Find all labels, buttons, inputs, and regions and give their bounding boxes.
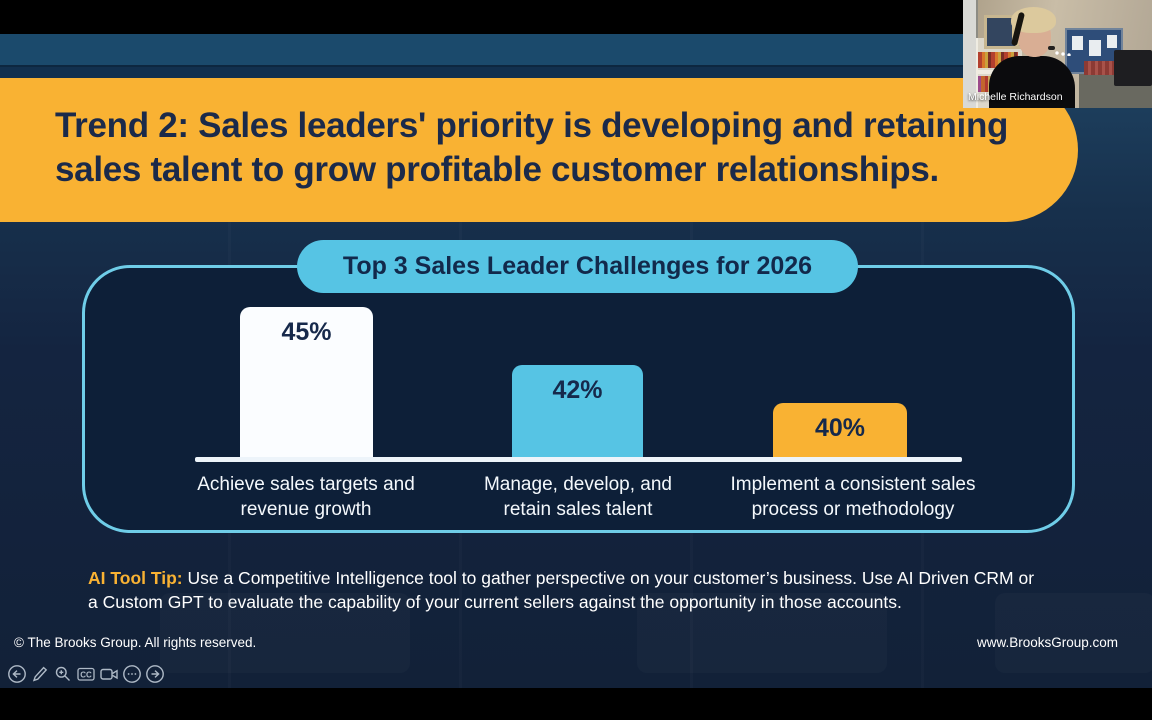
closed-captions-button[interactable]: CC: [75, 663, 97, 685]
zoom-magnifier-button[interactable]: [52, 663, 74, 685]
category-line: Implement a consistent sales: [730, 474, 976, 495]
webcam-name-label: Michelle Richardson: [968, 91, 1063, 103]
camera-button[interactable]: [98, 663, 120, 685]
next-slide-button[interactable]: [144, 663, 166, 685]
tip-line1: AI Tool Tip: Use a Competitive Intellige…: [88, 566, 1093, 590]
pen-annotate-button[interactable]: [29, 663, 51, 685]
magnifier-icon: [55, 666, 70, 681]
slide-title-line1: Trend 2: Sales leaders' priority is deve…: [55, 106, 1009, 145]
webcam-mic-highlight: [1055, 50, 1071, 56]
slide-title: Trend 2: Sales leaders' priority is deve…: [55, 104, 1055, 192]
webcam-person-body: [989, 56, 1075, 108]
presentation-toolbar: CC: [6, 663, 166, 685]
category-line: retain sales talent: [503, 499, 653, 520]
webcam-paper: [1107, 35, 1117, 48]
bar-value-label: 45%: [281, 318, 332, 346]
slide-top-band: [0, 34, 1152, 65]
webcam-binders: [1084, 61, 1114, 75]
next-arrow-icon: [146, 665, 164, 683]
pen-icon: [32, 666, 48, 682]
category-line: Manage, develop, and: [483, 474, 673, 495]
category-line: Achieve sales targets and: [197, 474, 415, 495]
webcam-paper: [1089, 40, 1101, 56]
chart-title-pill: Top 3 Sales Leader Challenges for 2026: [297, 240, 858, 293]
tip-line2: a Custom GPT to evaluate the capability …: [88, 590, 1093, 614]
bottom-letterbox-bar: [0, 688, 1152, 720]
copyright-text: © The Brooks Group. All rights reserved.: [14, 635, 257, 650]
category-line: revenue growth: [240, 499, 372, 520]
previous-slide-button[interactable]: [6, 663, 28, 685]
bar-value-label: 42%: [552, 376, 603, 404]
category-line: process or methodology: [751, 499, 955, 520]
bar-manage-develop-retain: 42%: [512, 365, 643, 457]
webcam-headset-mic: [1048, 46, 1055, 50]
svg-text:CC: CC: [80, 671, 92, 680]
bar-implement-process: 40%: [773, 403, 907, 457]
bar-category-label: Implement a consistent sales process or …: [692, 472, 1014, 522]
top-letterbox-bar: [0, 0, 1152, 34]
tip-text1: Use a Competitive Intelligence tool to g…: [187, 568, 1035, 588]
slide-top-strip: [0, 65, 1152, 78]
webcam-paper: [1072, 36, 1083, 50]
website-text: www.BrooksGroup.com: [976, 635, 1118, 650]
chart-baseline: [195, 457, 962, 462]
ai-tool-tip: AI Tool Tip: Use a Competitive Intellige…: [88, 566, 1093, 614]
chart-title: Top 3 Sales Leader Challenges for 2026: [342, 252, 813, 280]
webcam-printer: [1114, 50, 1152, 86]
camera-icon: [100, 668, 118, 680]
closed-captions-icon: CC: [77, 667, 95, 681]
more-ellipsis-icon: [123, 665, 141, 683]
slide-title-line2: sales talent to grow profitable customer…: [55, 150, 939, 189]
bar-category-label: Achieve sales targets and revenue growth: [156, 472, 456, 522]
bar-category-label: Manage, develop, and retain sales talent: [428, 472, 728, 522]
bar-value-label: 40%: [814, 414, 866, 442]
title-banner: [0, 78, 1078, 222]
webcam-video[interactable]: Michelle Richardson: [963, 0, 1152, 108]
tip-label: AI Tool Tip:: [88, 568, 183, 588]
bar-achieve-sales-targets: 45%: [240, 307, 373, 457]
tip-text2: a Custom GPT to evaluate the capability …: [88, 592, 902, 612]
previous-arrow-icon: [8, 665, 26, 683]
more-options-button[interactable]: [121, 663, 143, 685]
